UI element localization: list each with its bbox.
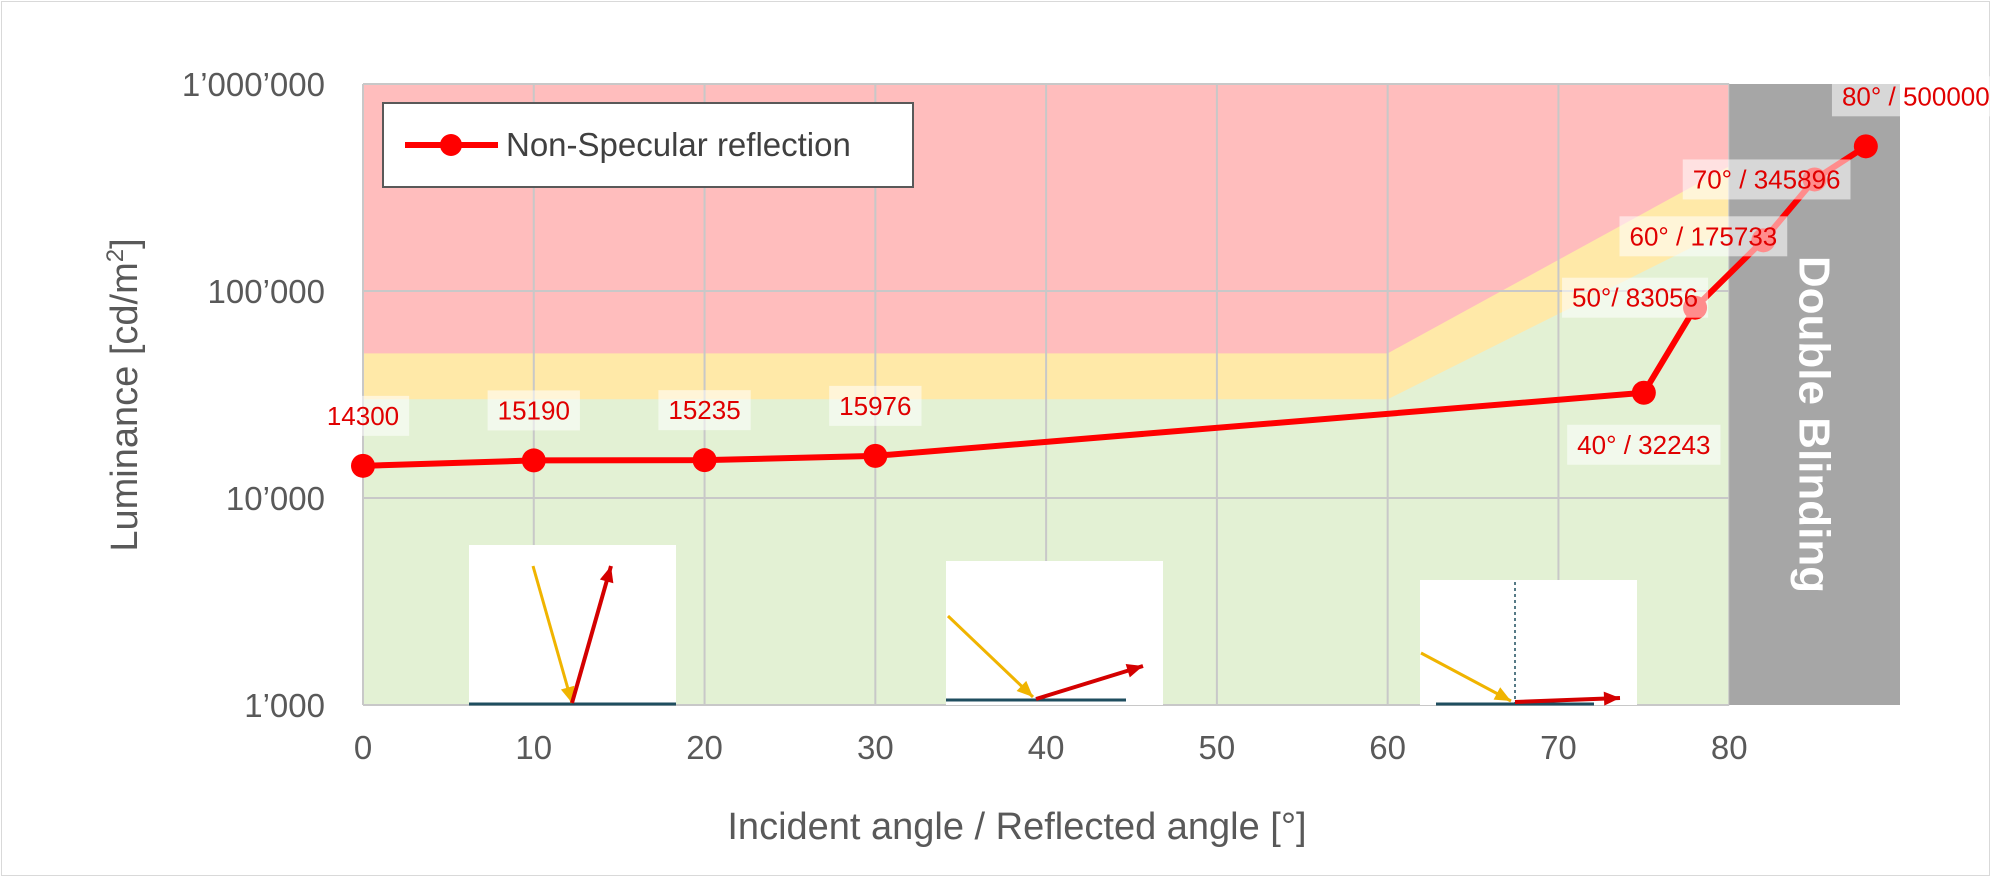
reflected-ray <box>1035 664 1144 701</box>
y-tick-label-2: 100’000 <box>208 273 325 310</box>
y-axis-title-end: ] <box>104 238 146 249</box>
y-tick-label-1: 10’000 <box>226 480 325 517</box>
x-tick-label-3: 30 <box>857 729 894 766</box>
data-label-bg <box>487 390 580 431</box>
legend-marker-swatch <box>440 134 462 156</box>
incident-arrowhead-icon <box>1016 680 1033 697</box>
data-label-bg <box>1831 76 1993 117</box>
data-label-bg <box>1567 424 1721 465</box>
data-label-bg <box>1682 159 1851 200</box>
x-tick-label-2: 20 <box>686 729 723 766</box>
incident-ray <box>531 565 574 704</box>
data-label-2: 15235 <box>658 390 751 431</box>
incident-arrowhead-icon <box>560 685 575 703</box>
double-blinding-label: Double Blinding <box>1790 256 1839 593</box>
data-label-8: 80° / 500000 <box>1831 76 1993 117</box>
data-label-bg <box>829 385 922 426</box>
data-label-4: 40° / 32243 <box>1567 424 1721 465</box>
reflected-arrowhead-icon <box>1125 664 1143 678</box>
data-label-text: 60° / 175733 <box>1630 221 1778 251</box>
x-tick-label-6: 60 <box>1369 729 1406 766</box>
y-axis-title-main: Luminance [cd/m <box>104 262 146 551</box>
x-tick-label-1: 10 <box>515 729 552 766</box>
y-axis-title-superscript: 2 <box>102 249 129 262</box>
data-labels-layer: 14300 15190 15235 15976 40° / 32243 50°/ 8305… <box>316 76 1993 465</box>
y-axis-title: Luminance [cd/m2] <box>102 238 146 551</box>
data-label-bg <box>1562 277 1709 318</box>
x-tick-label-4: 40 <box>1028 729 1065 766</box>
reflected-arrowhead-icon <box>599 566 614 584</box>
reflected-ray <box>1514 696 1621 704</box>
ticks-layer: 0 10 20 30 40 50 60 70 80 1’000 10’000 100’000 1’000… <box>182 66 1748 766</box>
reflection-diagram-steep <box>469 545 676 706</box>
data-point-1 <box>521 448 546 473</box>
incident-ray <box>946 614 1035 699</box>
data-point-2 <box>692 448 717 473</box>
data-label-3: 15976 <box>829 385 922 426</box>
insets-layer <box>469 545 1637 706</box>
data-label-bg <box>1619 216 1788 257</box>
inset-background <box>469 545 676 705</box>
incident-ray <box>1420 651 1512 703</box>
data-label-5: 50°/ 83056 <box>1562 277 1709 318</box>
data-label-text: 50°/ 83056 <box>1572 283 1698 313</box>
y-tick-label-0: 1’000 <box>244 687 325 724</box>
x-tick-label-0: 0 <box>354 729 372 766</box>
x-tick-label-5: 50 <box>1199 729 1236 766</box>
incident-arrowhead-icon <box>1493 687 1511 701</box>
data-point-0 <box>351 453 375 478</box>
reflection-diagram-medium <box>946 561 1163 705</box>
reflection-diagram-grazing <box>1420 580 1637 706</box>
x-tick-label-7: 70 <box>1540 729 1577 766</box>
data-label-6: 60° / 175733 <box>1619 216 1788 257</box>
data-label-bg <box>658 390 751 431</box>
legend: Non-Specular reflection <box>382 102 914 188</box>
data-label-text: 15235 <box>668 395 740 425</box>
inset-background <box>946 561 1163 705</box>
data-point-4 <box>1631 380 1656 405</box>
y-tick-label-3: 1’000’000 <box>182 66 325 103</box>
reflected-arrowhead-icon <box>1603 691 1620 706</box>
data-label-text: 80° / 500000 <box>1842 81 1990 111</box>
data-label-text: 15976 <box>839 391 911 421</box>
data-label-text: 15190 <box>498 395 570 425</box>
data-point-8 <box>1853 134 1878 159</box>
x-axis-title: Incident angle / Reflected angle [°] <box>727 806 1306 848</box>
reflected-ray <box>570 565 613 704</box>
data-point-3 <box>863 443 888 468</box>
data-label-text: 70° / 345896 <box>1693 164 1841 194</box>
data-label-0: 14300 <box>316 395 410 436</box>
data-label-bg <box>316 395 410 436</box>
data-label-7: 70° / 345896 <box>1682 159 1851 200</box>
data-label-text: 40° / 32243 <box>1577 430 1710 460</box>
legend-entry: Non-Specular reflection <box>506 126 851 163</box>
x-tick-label-8: 80 <box>1711 729 1748 766</box>
data-label-1: 15190 <box>487 390 580 431</box>
data-label-text: 14300 <box>327 401 399 431</box>
inset-background <box>1420 580 1637 705</box>
